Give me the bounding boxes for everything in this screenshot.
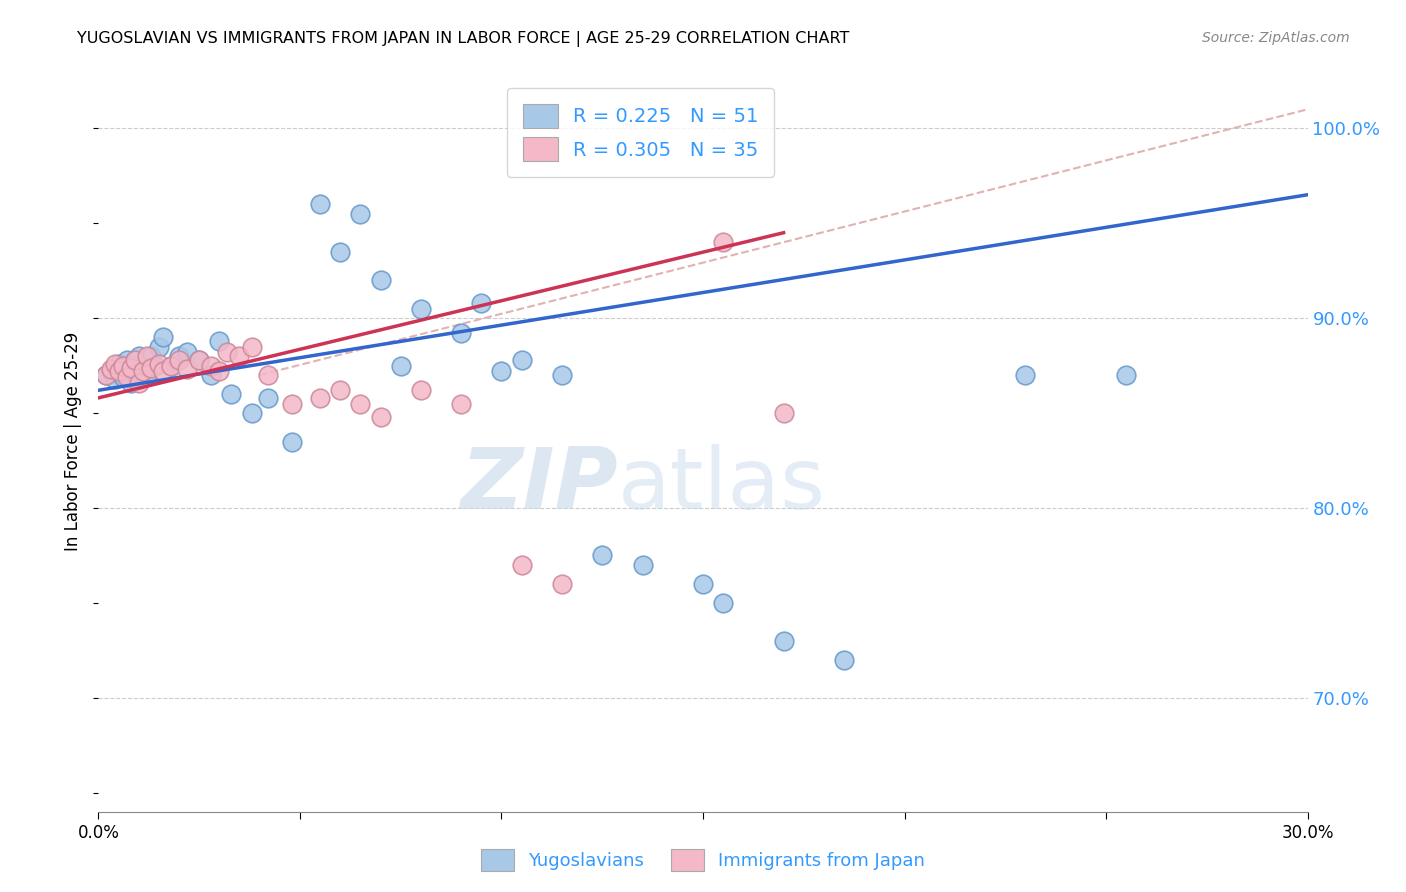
Point	[111, 359, 134, 373]
Point	[551, 577, 574, 591]
Point	[115, 352, 138, 367]
Point	[128, 372, 150, 386]
Point	[409, 301, 432, 316]
Point	[96, 368, 118, 383]
Point	[148, 340, 170, 354]
Point	[256, 368, 278, 383]
Point	[128, 376, 150, 390]
Text: YUGOSLAVIAN VS IMMIGRANTS FROM JAPAN IN LABOR FORCE | AGE 25-29 CORRELATION CHAR: YUGOSLAVIAN VS IMMIGRANTS FROM JAPAN IN …	[77, 31, 849, 47]
Point	[221, 387, 243, 401]
Point	[409, 384, 432, 398]
Point	[240, 406, 263, 420]
Point	[152, 330, 174, 344]
Point	[152, 364, 174, 378]
Point	[120, 376, 142, 390]
Point	[1115, 368, 1137, 383]
Point	[772, 406, 794, 420]
Point	[176, 345, 198, 359]
Y-axis label: In Labor Force | Age 25-29: In Labor Force | Age 25-29	[65, 332, 83, 551]
Point	[370, 409, 392, 424]
Point	[450, 396, 472, 410]
Point	[160, 359, 183, 373]
Point	[309, 391, 332, 405]
Point	[450, 326, 472, 341]
Point	[128, 349, 150, 363]
Point	[711, 235, 734, 250]
Point	[200, 368, 222, 383]
Point	[107, 366, 129, 380]
Point	[148, 357, 170, 371]
Point	[1014, 368, 1036, 383]
Point	[107, 357, 129, 371]
Point	[100, 364, 122, 378]
Point	[139, 360, 162, 375]
Point	[100, 362, 122, 376]
Point	[329, 384, 352, 398]
Point	[510, 352, 533, 367]
Point	[96, 368, 118, 383]
Point	[176, 362, 198, 376]
Point	[111, 359, 134, 373]
Point	[217, 345, 239, 359]
Point	[107, 364, 129, 378]
Point	[200, 359, 222, 373]
Point	[208, 334, 231, 348]
Point	[188, 352, 211, 367]
Point	[135, 349, 157, 363]
Point	[510, 558, 533, 572]
Point	[143, 359, 166, 373]
Point	[124, 352, 146, 367]
Point	[281, 396, 304, 410]
Point	[124, 366, 146, 380]
Legend: R = 0.225   N = 51, R = 0.305   N = 35: R = 0.225 N = 51, R = 0.305 N = 35	[508, 88, 775, 177]
Point	[124, 352, 146, 367]
Point	[591, 549, 613, 563]
Point	[349, 396, 371, 410]
Point	[551, 368, 574, 383]
Point	[120, 360, 142, 375]
Point	[240, 340, 263, 354]
Point	[115, 370, 138, 384]
Point	[135, 368, 157, 383]
Point	[256, 391, 278, 405]
Point	[692, 577, 714, 591]
Point	[208, 364, 231, 378]
Point	[470, 296, 492, 310]
Text: atlas: atlas	[619, 444, 827, 527]
Point	[115, 362, 138, 376]
Point	[132, 364, 155, 378]
Point	[103, 357, 125, 371]
Point	[349, 207, 371, 221]
Point	[329, 244, 352, 259]
Point	[832, 653, 855, 667]
Point	[309, 197, 332, 211]
Point	[167, 349, 190, 363]
Point	[370, 273, 392, 287]
Point	[188, 352, 211, 367]
Point	[228, 349, 250, 363]
Point	[103, 372, 125, 386]
Text: Source: ZipAtlas.com: Source: ZipAtlas.com	[1202, 31, 1350, 45]
Point	[132, 362, 155, 376]
Point	[160, 359, 183, 373]
Text: ZIP: ZIP	[461, 444, 619, 527]
Point	[135, 355, 157, 369]
Point	[631, 558, 654, 572]
Legend: Yugoslavians, Immigrants from Japan: Yugoslavians, Immigrants from Japan	[474, 842, 932, 879]
Point	[711, 596, 734, 610]
Point	[772, 633, 794, 648]
Point	[167, 352, 190, 367]
Point	[389, 359, 412, 373]
Point	[281, 434, 304, 449]
Point	[111, 370, 134, 384]
Point	[139, 349, 162, 363]
Point	[491, 364, 513, 378]
Point	[120, 360, 142, 375]
